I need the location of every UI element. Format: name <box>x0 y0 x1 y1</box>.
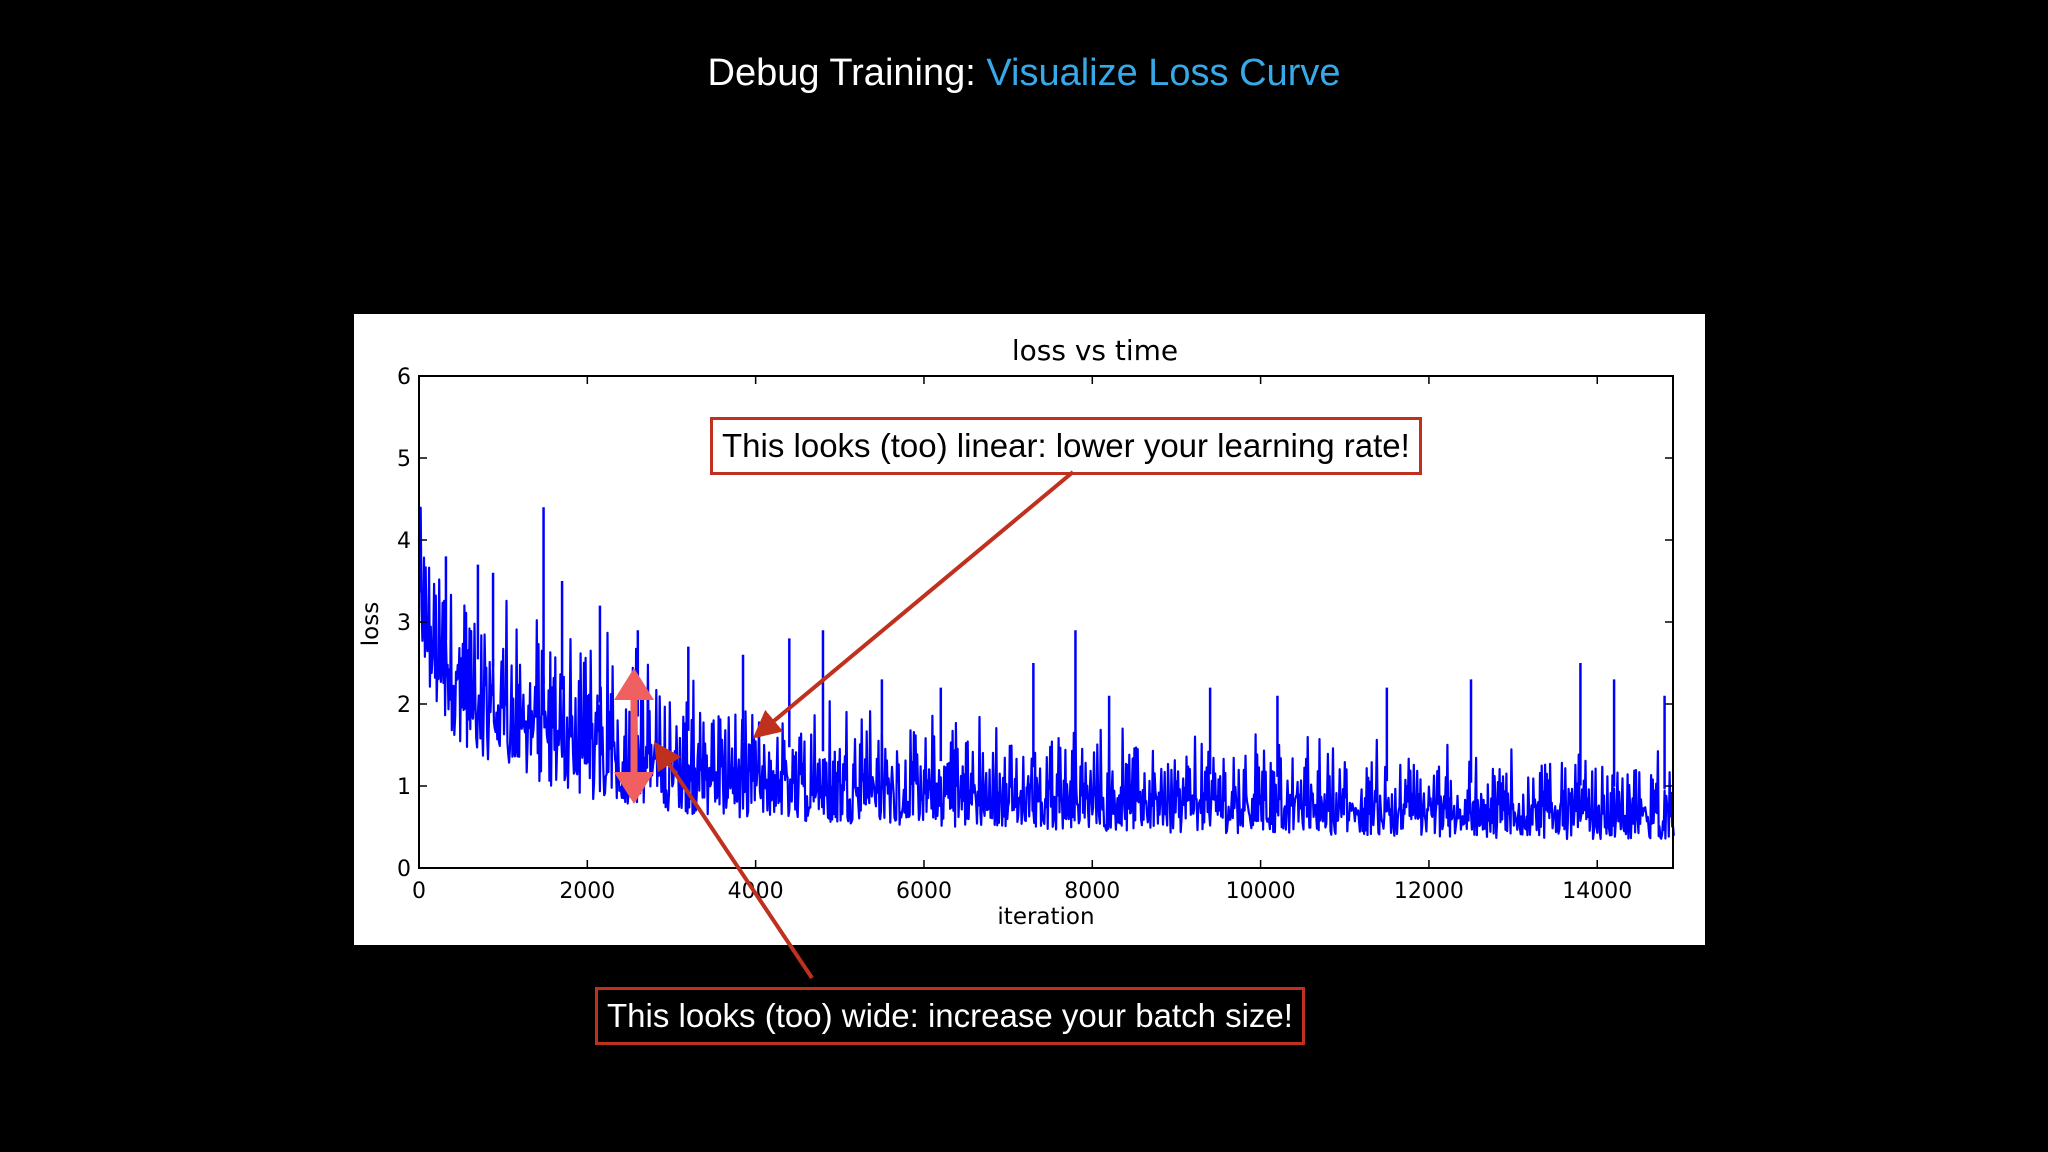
slide-title-prefix: Debug Training: <box>707 52 987 94</box>
ticks-layer: 020004000600080001000012000140000123456 <box>397 365 1673 904</box>
x-tick-label: 14000 <box>1562 879 1632 904</box>
x-tick-label: 2000 <box>559 879 615 904</box>
slide-title: Debug Training: Visualize Loss Curve <box>0 52 2048 95</box>
y-tick-label: 2 <box>397 693 411 718</box>
batch-size-arrow <box>653 741 814 980</box>
y-tick-label: 0 <box>397 857 411 882</box>
batch-size-annotation: This looks (too) wide: increase your bat… <box>595 987 1305 1045</box>
x-tick-label: 6000 <box>896 879 952 904</box>
loss-series-line <box>417 506 1675 841</box>
x-tick-label: 10000 <box>1226 879 1296 904</box>
series-layer <box>417 506 1675 841</box>
x-tick-label: 12000 <box>1394 879 1464 904</box>
y-axis-label: loss <box>358 602 384 646</box>
loss-chart-svg: loss vs time 020004000600080001000012000… <box>358 334 1675 930</box>
width-marker-icon <box>614 668 654 804</box>
y-tick-label: 4 <box>397 529 411 554</box>
chart-title: loss vs time <box>1012 334 1178 367</box>
x-axis-label: iteration <box>997 904 1094 930</box>
y-tick-label: 1 <box>397 775 411 800</box>
y-tick-label: 5 <box>397 447 411 472</box>
y-tick-label: 6 <box>397 365 411 390</box>
x-tick-label: 0 <box>412 879 426 904</box>
y-tick-label: 3 <box>397 611 411 636</box>
x-tick-label: 8000 <box>1064 879 1120 904</box>
learning-rate-arrow <box>752 470 1075 739</box>
slide-title-accent: Visualize Loss Curve <box>986 52 1341 94</box>
learning-rate-annotation: This looks (too) linear: lower your lear… <box>710 417 1422 475</box>
